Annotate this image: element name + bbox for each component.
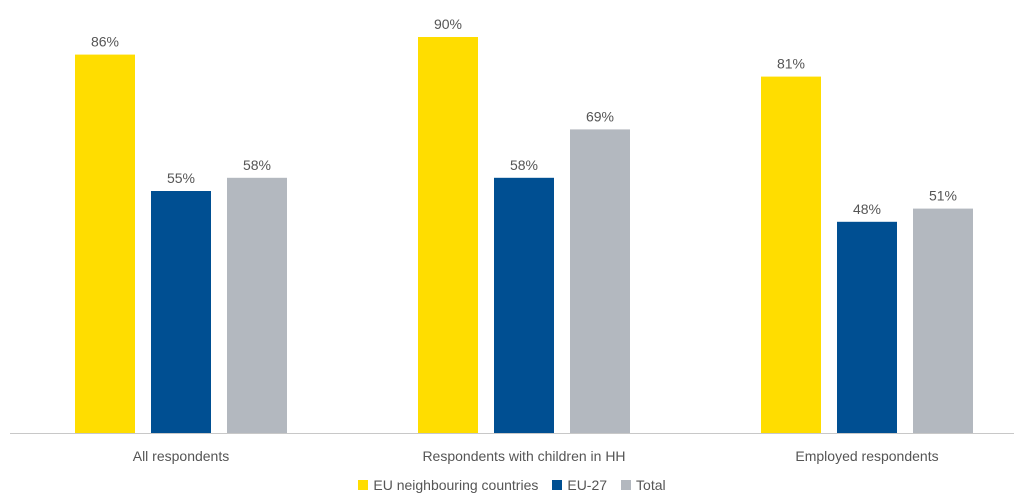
bar-1-0 <box>418 37 478 433</box>
value-label-1-0: 90% <box>434 16 462 32</box>
value-label-0-1: 55% <box>167 170 195 186</box>
value-label-2-1: 48% <box>853 201 881 217</box>
legend-swatch-2 <box>621 480 632 490</box>
bar-1-1 <box>494 177 554 433</box>
value-label-0-2: 58% <box>243 157 271 173</box>
legend-item-0: EU neighbouring countries <box>358 477 538 493</box>
bar-2-0 <box>761 76 821 433</box>
bar-0-2 <box>227 177 287 433</box>
category-label-0: All respondents <box>133 448 230 464</box>
value-label-1-1: 58% <box>510 157 538 173</box>
value-label-1-2: 69% <box>586 108 614 124</box>
legend-label-2: Total <box>636 477 666 493</box>
legend-item-2: Total <box>621 477 666 493</box>
bar-chart: 86% 55% 58% 90% 58% 69% 81% 48% 51% All responde… <box>10 16 1014 464</box>
bar-0-0 <box>75 54 135 433</box>
value-label-2-2: 51% <box>929 188 957 204</box>
bar-1-2 <box>570 129 630 433</box>
legend: EU neighbouring countries EU-27 Total <box>0 476 1024 494</box>
legend-swatch-0 <box>358 480 369 490</box>
value-label-0-0: 86% <box>91 34 119 50</box>
category-labels-group: All respondents Respondents with children… <box>133 448 939 464</box>
bar-2-2 <box>913 208 973 433</box>
category-label-2: Employed respondents <box>795 448 938 464</box>
legend-label-1: EU-27 <box>567 477 608 493</box>
legend-swatch-1 <box>552 480 563 490</box>
legend-item-1: EU-27 <box>552 477 607 493</box>
bar-0-1 <box>151 191 211 433</box>
legend-label-0: EU neighbouring countries <box>373 477 539 493</box>
bar-2-1 <box>837 221 897 433</box>
value-label-2-0: 81% <box>777 56 805 72</box>
value-labels-group: 86% 55% 58% 90% 58% 69% 81% 48% 51% <box>91 16 957 217</box>
bars-group <box>75 37 973 433</box>
category-label-1: Respondents with children in HH <box>422 448 625 464</box>
